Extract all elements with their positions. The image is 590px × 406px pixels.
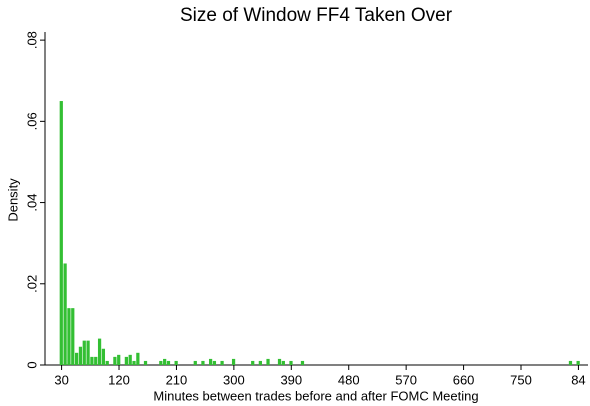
bar (78, 346, 83, 365)
x-tick-label: 390 (280, 372, 302, 387)
bar (231, 358, 236, 365)
x-tick-label: 120 (108, 372, 130, 387)
y-tick-label: .04 (24, 194, 39, 212)
y-axis-title: Density (5, 178, 20, 222)
bar (289, 360, 293, 365)
bar (300, 360, 305, 365)
bar (220, 360, 224, 365)
bar (266, 358, 270, 365)
bar (143, 360, 148, 365)
bar (105, 360, 109, 365)
bar (117, 354, 121, 365)
bar (71, 308, 75, 365)
bar (281, 360, 285, 365)
x-tick-label: 84 (571, 372, 585, 387)
x-tick-label: 570 (395, 372, 417, 387)
bar (59, 101, 63, 365)
x-tick-label: 750 (510, 372, 532, 387)
bar (576, 360, 580, 365)
bar (174, 360, 178, 365)
bar (277, 358, 282, 365)
x-tick-label: 30 (54, 372, 68, 387)
bar (101, 348, 106, 365)
bar (163, 358, 167, 365)
bar (201, 360, 205, 365)
bar (159, 360, 163, 365)
bar (113, 356, 117, 365)
y-tick-label: .08 (24, 31, 39, 49)
bar (132, 360, 136, 365)
bar (90, 356, 94, 365)
x-tick-label: 480 (338, 372, 360, 387)
bar (193, 360, 197, 365)
y-tick-label: 0 (24, 361, 39, 368)
chart-title: Size of Window FF4 Taken Over (180, 5, 453, 26)
bar (208, 358, 213, 365)
bar (97, 338, 102, 365)
bar (94, 356, 98, 365)
bar (63, 263, 67, 365)
bar (86, 340, 90, 365)
bar (82, 340, 86, 365)
bar (568, 360, 573, 365)
x-tick-label: 210 (166, 372, 188, 387)
x-tick-label: 660 (453, 372, 475, 387)
bar (67, 308, 71, 365)
bar (74, 352, 79, 365)
x-axis-title: Minutes between trades before and after … (153, 388, 478, 403)
bar (251, 360, 255, 365)
bar (136, 352, 140, 365)
y-tick-label: .06 (24, 112, 39, 130)
bar (128, 354, 132, 365)
bar (166, 360, 171, 365)
x-tick-label: 300 (223, 372, 245, 387)
y-tick-label: .02 (24, 275, 39, 293)
bar (212, 360, 217, 365)
bar (258, 360, 262, 365)
bar (124, 356, 128, 365)
